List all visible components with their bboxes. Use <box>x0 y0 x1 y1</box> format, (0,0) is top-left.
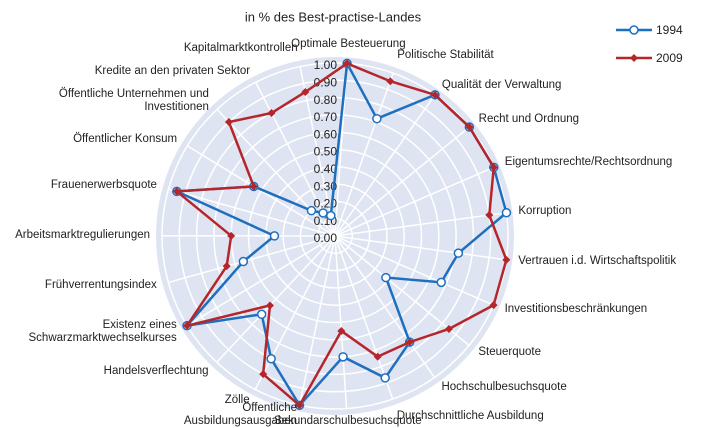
legend-label: 2009 <box>656 51 683 65</box>
spoke <box>186 235 336 327</box>
data-point <box>265 301 274 310</box>
data-point <box>373 352 382 361</box>
category-label: Korruption <box>518 204 572 217</box>
data-point <box>381 272 391 283</box>
data-point <box>256 309 267 320</box>
r-tick-label: 0.30 <box>314 179 338 193</box>
category-label: Arbeitsmarktregulierungen <box>15 229 151 242</box>
data-point <box>301 87 310 96</box>
spoke <box>334 235 436 378</box>
category-label: Frauenerwerbsquote <box>50 179 157 192</box>
category-label: Eigentumsrechte/Rechtsordnung <box>504 156 673 169</box>
spoke <box>334 235 394 400</box>
spoke <box>334 211 507 237</box>
category-label: Sekundarschulbesuchsquote <box>274 415 422 427</box>
r-tick-label: 0.40 <box>314 162 338 176</box>
r-tick-label: 0.60 <box>314 127 338 141</box>
r-tick-label: 0.80 <box>314 93 338 107</box>
category-label: Zölle <box>224 393 250 406</box>
data-point <box>453 248 464 258</box>
data-point <box>430 90 439 99</box>
category-label: Politische Stabilität <box>397 48 494 61</box>
spoke <box>334 166 495 237</box>
data-point <box>222 262 231 271</box>
data-point <box>502 255 511 264</box>
spoke <box>334 235 348 409</box>
data-point <box>306 205 317 216</box>
data-point <box>338 352 348 362</box>
category-label: Vertrauen i.d. Wirtschaftspolitik <box>518 254 677 267</box>
category-label: Öffentliche Ausbildungsausgaben <box>183 402 298 427</box>
category-label: Existenz eines Schwarzmarktwechselkurses <box>28 318 177 344</box>
data-point <box>386 77 395 86</box>
chart-title: in % des Best-practise-Landes <box>245 9 422 24</box>
category-label: Recht und Ordnung <box>478 112 580 125</box>
category-label: Kredite an den privaten Sektor <box>94 65 251 78</box>
data-point <box>295 401 304 410</box>
category-label: Optimale Besteuerung <box>291 38 406 51</box>
data-point <box>485 211 494 220</box>
spoke <box>334 235 494 306</box>
spoke <box>168 235 336 284</box>
category-label: Kapitalmarktkontrollen <box>183 41 298 54</box>
data-point <box>489 301 498 310</box>
spoke <box>216 235 336 363</box>
category-label: Frühverrentungsindex <box>44 279 157 292</box>
data-point <box>465 123 474 132</box>
data-point <box>227 231 236 240</box>
data-point <box>405 338 414 347</box>
spoke <box>254 235 336 390</box>
data-point <box>259 370 268 379</box>
data-point <box>436 277 446 288</box>
data-point <box>444 324 453 333</box>
spoke <box>334 94 436 237</box>
spoke <box>168 188 336 237</box>
data-point <box>501 207 512 218</box>
data-point <box>183 321 192 330</box>
data-point <box>489 163 498 172</box>
legend-label: 1994 <box>656 23 683 37</box>
category-label: Steuerquote <box>478 346 541 359</box>
category-label: Investitionsbeschränkungen <box>504 303 648 316</box>
data-point <box>326 210 336 221</box>
data-point <box>337 326 346 335</box>
series-line <box>173 62 508 408</box>
data-point <box>266 354 276 364</box>
data-point <box>372 113 382 124</box>
r-tick-label: 1.00 <box>314 58 338 72</box>
category-label: Hochschulbesuchsquote <box>441 380 567 393</box>
spoke <box>298 235 336 406</box>
category-label: Durchschnittliche Ausbildung <box>396 410 544 423</box>
data-point <box>267 109 276 118</box>
data-point <box>380 373 390 383</box>
r-tick-label: 0.50 <box>314 145 338 159</box>
spoke <box>216 108 336 237</box>
category-label: Qualität der Verwaltung <box>441 78 562 91</box>
legend-marker <box>629 25 639 35</box>
data-point <box>224 118 233 127</box>
data-point <box>343 59 352 68</box>
category-label: Öffentlicher Konsum <box>73 133 178 146</box>
category-label: Öffentliche Unternehmen und Investitione… <box>58 87 209 113</box>
spoke <box>334 235 470 346</box>
data-point <box>318 208 328 218</box>
data-point <box>238 256 249 267</box>
r-tick-label: 0.70 <box>314 110 338 124</box>
spoke <box>334 126 470 237</box>
spoke <box>334 72 394 237</box>
data-point <box>172 187 181 196</box>
data-point <box>269 231 280 241</box>
data-point <box>249 182 258 191</box>
spoke <box>186 145 336 237</box>
spoke <box>334 235 507 261</box>
r-tick-label: 0.90 <box>314 75 338 89</box>
r-tick-label: 0.00 <box>314 231 338 245</box>
legend-marker <box>630 54 638 62</box>
category-label: Handelsverflechtung <box>103 364 209 377</box>
